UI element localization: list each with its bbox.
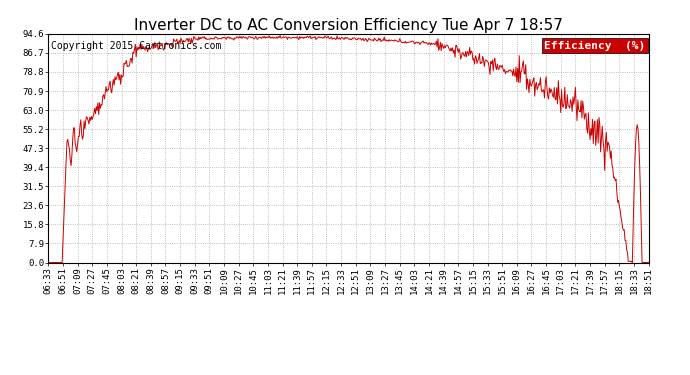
Text: Copyright 2015 Cartronics.com: Copyright 2015 Cartronics.com	[51, 40, 221, 51]
Text: Efficiency  (%): Efficiency (%)	[544, 40, 646, 51]
Title: Inverter DC to AC Conversion Efficiency Tue Apr 7 18:57: Inverter DC to AC Conversion Efficiency …	[134, 18, 563, 33]
